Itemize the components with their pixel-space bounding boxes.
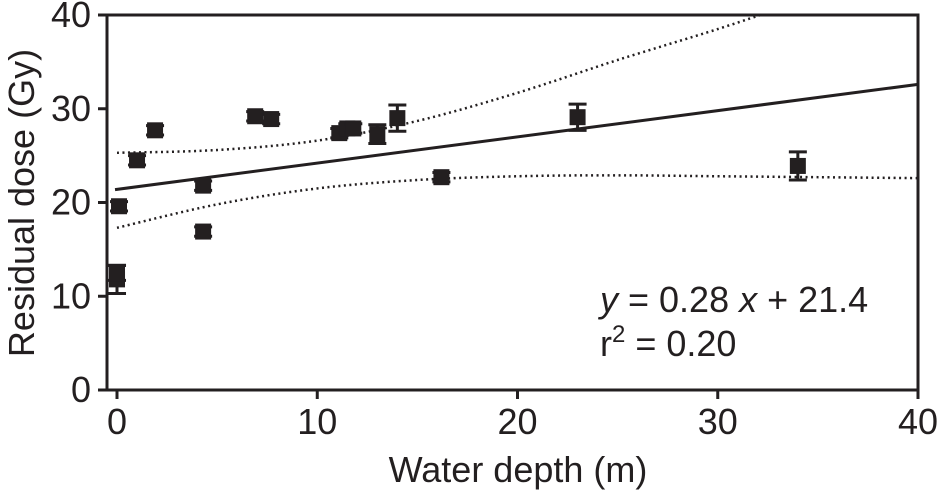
upper-confidence-curve xyxy=(116,15,765,155)
data-point xyxy=(108,263,127,282)
x-tick-label: 40 xyxy=(898,401,938,442)
axis-ticks: 0 10 20 30 40 0 10 20 30 40 xyxy=(51,0,938,442)
confidence-bands xyxy=(116,15,918,230)
x-axis-label: Water depth (m) xyxy=(389,449,648,490)
r2-r: r xyxy=(600,323,612,364)
regression-line xyxy=(114,82,919,192)
square-marker xyxy=(789,157,806,174)
x-tick-label: 30 xyxy=(698,401,738,442)
equation-mid: = 0.28 xyxy=(618,279,739,320)
y-tick-label: 40 xyxy=(51,0,91,35)
equation-tail: + 21.4 xyxy=(757,279,868,320)
square-marker xyxy=(195,223,212,240)
y-tick-label: 0 xyxy=(71,369,91,410)
data-point xyxy=(432,169,451,186)
x-tick-label: 10 xyxy=(297,401,337,442)
equation-x-var: x xyxy=(737,279,759,320)
square-marker xyxy=(111,198,128,215)
square-marker xyxy=(433,169,450,186)
square-marker xyxy=(389,110,406,127)
square-marker xyxy=(195,177,212,194)
square-marker xyxy=(129,152,146,169)
data-point xyxy=(788,150,807,182)
data-points xyxy=(108,102,807,295)
data-point xyxy=(146,122,165,139)
square-marker xyxy=(569,109,586,126)
y-tick-label: 20 xyxy=(51,182,91,223)
data-point xyxy=(128,152,147,169)
lower-confidence-curve xyxy=(116,174,918,230)
data-point xyxy=(110,198,129,215)
r-squared-annotation: r2 = 0.20 xyxy=(600,321,736,364)
r2-value: = 0.20 xyxy=(625,323,736,364)
axes xyxy=(105,13,920,392)
data-point xyxy=(246,108,265,125)
x-tick-label: 0 xyxy=(107,401,127,442)
square-marker xyxy=(109,264,126,281)
square-marker xyxy=(369,126,386,143)
data-point xyxy=(194,177,213,194)
data-point xyxy=(344,120,363,137)
y-tick-label: 10 xyxy=(51,275,91,316)
data-point xyxy=(194,223,213,240)
equation-annotation: y = 0.28 x + 21.4 xyxy=(597,279,868,320)
regression-line-group xyxy=(114,82,919,192)
square-marker xyxy=(147,122,164,139)
plot-frame xyxy=(105,13,920,392)
data-point xyxy=(388,103,407,133)
equation-y-var: y xyxy=(597,279,620,320)
square-marker xyxy=(263,111,280,128)
square-marker xyxy=(345,120,362,137)
r2-superscript: 2 xyxy=(612,321,625,348)
data-point xyxy=(262,111,281,128)
square-marker xyxy=(247,108,264,125)
data-point xyxy=(568,102,587,132)
data-point xyxy=(368,123,387,145)
x-tick-label: 20 xyxy=(497,401,537,442)
y-axis-label: Residual dose (Gy) xyxy=(1,49,42,357)
y-tick-label: 30 xyxy=(51,88,91,129)
